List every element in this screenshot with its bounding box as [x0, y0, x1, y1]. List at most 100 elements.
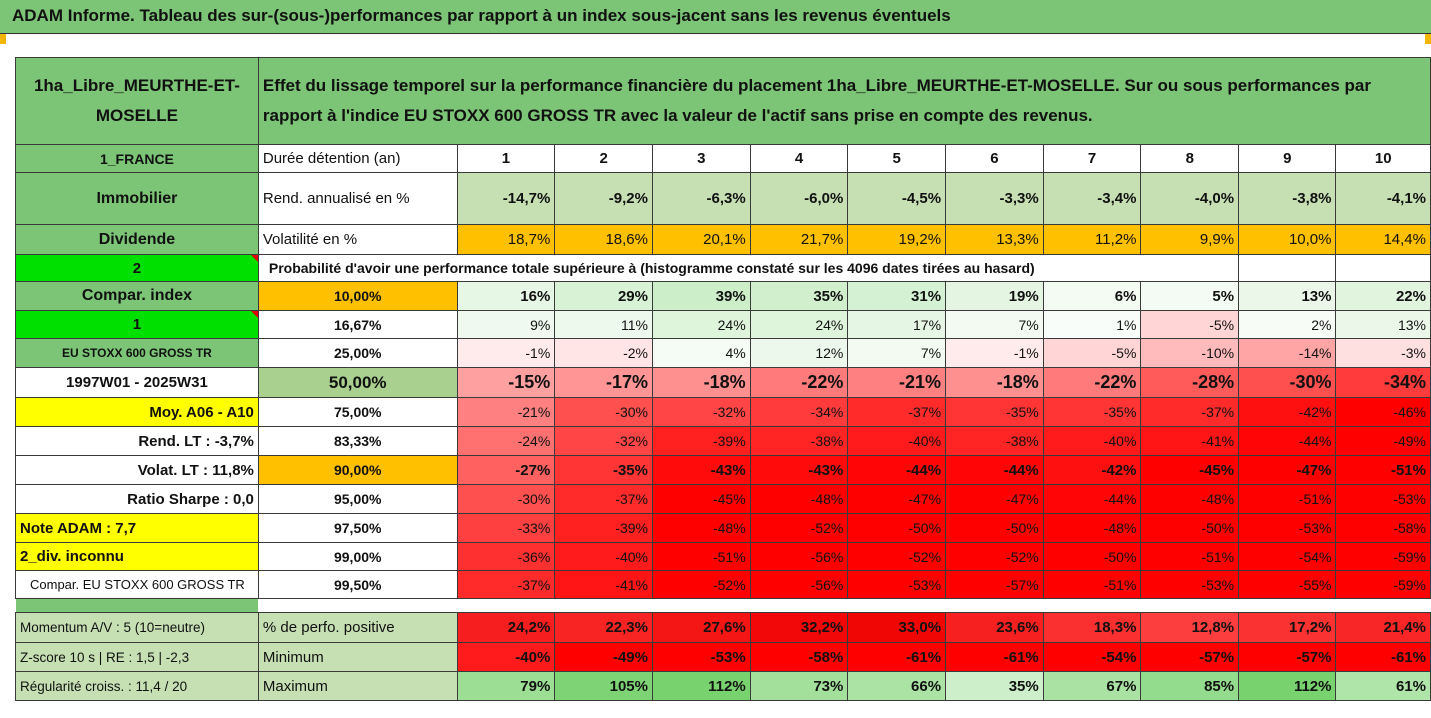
- quantile-percent: 75,00%: [257, 397, 458, 427]
- spacer-cell: [457, 599, 555, 613]
- spacer-cell: [1336, 599, 1431, 613]
- quantile-value: -42%: [1238, 397, 1337, 427]
- quantile-value: -52%: [749, 513, 849, 543]
- quantile-percent: 99,50%: [257, 570, 458, 599]
- rend-value: -6,0%: [749, 172, 849, 225]
- quantile-value: -38%: [945, 426, 1044, 456]
- quantile-value: -41%: [1140, 426, 1240, 456]
- bottom-value: 23,6%: [945, 612, 1044, 643]
- bottom-value: -61%: [945, 642, 1044, 672]
- quantile-value: -27%: [456, 455, 556, 485]
- bottom-value: -57%: [1140, 642, 1240, 672]
- rend-value: -6,3%: [651, 172, 751, 225]
- quantile-value: -50%: [1042, 542, 1142, 571]
- quantile-row: Moy. A06 - A10 75,00% -21% -30% -32% -34% -37%…: [15, 397, 1431, 427]
- quantile-value: -47%: [945, 484, 1044, 514]
- quantile-value: -34%: [1335, 367, 1431, 398]
- year-header: 6: [945, 144, 1044, 173]
- bottom-label: Minimum: [257, 642, 458, 672]
- quantile-value: -18%: [945, 367, 1044, 398]
- quantile-value: -44%: [945, 455, 1044, 485]
- quantile-value: -44%: [847, 455, 947, 485]
- spacer-cell: [848, 599, 946, 613]
- bottom-value: 67%: [1042, 671, 1142, 701]
- sidebar-item: Moy. A06 - A10: [15, 397, 259, 427]
- quantile-value: 11%: [554, 310, 653, 339]
- quantile-percent: 83,33%: [257, 426, 458, 456]
- year-header: 5: [847, 144, 947, 173]
- bottom-value: -40%: [456, 642, 556, 672]
- spacer-cell: [258, 599, 457, 613]
- quantile-value: -30%: [554, 397, 653, 427]
- quantile-value: -44%: [1042, 484, 1142, 514]
- quantile-value: -37%: [1140, 397, 1240, 427]
- quantile-value: 6%: [1042, 281, 1142, 311]
- quantile-value: -51%: [1238, 484, 1337, 514]
- bottom-value: 112%: [651, 671, 751, 701]
- bottom-value: 61%: [1335, 671, 1431, 701]
- quantile-value: -5%: [1042, 338, 1142, 368]
- quantile-value: -35%: [945, 397, 1044, 427]
- header-row: 1ha_Libre_MEURTHE-ET-MOSELLE Effet du lis…: [15, 57, 1431, 145]
- quantile-row: Volat. LT : 11,8% 90,00% -27% -35% -43% -43% -…: [15, 455, 1431, 485]
- quantile-value: -48%: [651, 513, 751, 543]
- bottom-value: -58%: [749, 642, 849, 672]
- quantile-value: -50%: [945, 513, 1044, 543]
- fund-name: 1ha_Libre_MEURTHE-ET-MOSELLE: [15, 57, 259, 145]
- quantile-value: -59%: [1335, 570, 1431, 599]
- quantile-value: -34%: [749, 397, 849, 427]
- rend-row: Immobilier Rend. annualisé en % -14,7% -9,2…: [15, 172, 1431, 225]
- quantile-value: -24%: [456, 426, 556, 456]
- quantile-percent: 90,00%: [257, 455, 458, 485]
- vol-value: 13,3%: [945, 224, 1044, 255]
- quantile-value: -43%: [749, 455, 849, 485]
- quantile-value: -32%: [651, 397, 751, 427]
- vol-value: 9,9%: [1140, 224, 1240, 255]
- quantile-value: -21%: [456, 397, 556, 427]
- quantile-row: 1997W01 - 2025W31 50,00% -15% -17% -18% -22% -…: [15, 367, 1431, 398]
- quantile-value: -43%: [651, 455, 751, 485]
- bottom-value: 35%: [945, 671, 1044, 701]
- spacer-cell: [1239, 599, 1336, 613]
- quantile-value: -48%: [749, 484, 849, 514]
- bottom-value: 85%: [1140, 671, 1240, 701]
- sidebar-item: 1: [15, 310, 259, 339]
- rend-value: -14,7%: [456, 172, 556, 225]
- quantile-value: -37%: [847, 397, 947, 427]
- quantile-value: 29%: [554, 281, 653, 311]
- quantile-value: -58%: [1335, 513, 1431, 543]
- quantile-value: -53%: [1335, 484, 1431, 514]
- corner-marker-left: [0, 34, 6, 44]
- quantile-value: 13%: [1335, 310, 1431, 339]
- rend-value: -3,3%: [945, 172, 1044, 225]
- quantile-value: 7%: [847, 338, 947, 368]
- quantile-value: -47%: [847, 484, 947, 514]
- quantile-value: -44%: [1238, 426, 1337, 456]
- bottom-value: 112%: [1238, 671, 1337, 701]
- quantile-value: -1%: [945, 338, 1044, 368]
- quantile-value: -28%: [1140, 367, 1240, 398]
- sidebar-item: Ratio Sharpe : 0,0: [15, 484, 259, 514]
- bottom-value: 18,3%: [1042, 612, 1142, 643]
- quantile-row: Rend. LT : -3,7% 83,33% -24% -32% -39% -38% -4…: [15, 426, 1431, 456]
- bottom-value: -49%: [554, 642, 653, 672]
- bottom-value: 22,3%: [554, 612, 653, 643]
- quantile-value: -5%: [1140, 310, 1240, 339]
- quantile-value: -50%: [1140, 513, 1240, 543]
- quantile-value: -40%: [1042, 426, 1142, 456]
- rend-value: -9,2%: [554, 172, 653, 225]
- performance-table: 1ha_Libre_MEURTHE-ET-MOSELLE Effet du lis…: [15, 57, 1431, 701]
- spacer-cell: [652, 599, 750, 613]
- quantile-value: -37%: [456, 570, 556, 599]
- bottom-row: Z-score 10 s | RE : 1,5 | -2,3 Minimum -40…: [15, 642, 1431, 672]
- quantile-value: -39%: [651, 426, 751, 456]
- quantile-value: -48%: [1042, 513, 1142, 543]
- quantile-value: -10%: [1140, 338, 1240, 368]
- quantile-percent: 10,00%: [257, 281, 458, 311]
- quantile-value: -53%: [847, 570, 947, 599]
- sidebar-item: Note ADAM : 7,7: [15, 513, 259, 543]
- quantile-value: -56%: [749, 542, 849, 571]
- quantile-value: 31%: [847, 281, 947, 311]
- quantile-value: -33%: [456, 513, 556, 543]
- empty-cell: [1335, 254, 1431, 282]
